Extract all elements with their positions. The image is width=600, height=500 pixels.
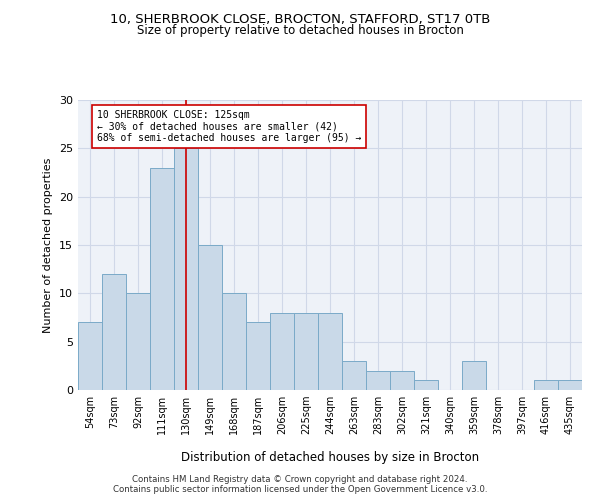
Text: Contains HM Land Registry data © Crown copyright and database right 2024.
Contai: Contains HM Land Registry data © Crown c…	[113, 474, 487, 494]
Text: Size of property relative to detached houses in Brocton: Size of property relative to detached ho…	[137, 24, 463, 37]
Bar	[534, 380, 558, 390]
Bar	[102, 274, 126, 390]
Bar	[390, 370, 414, 390]
Bar	[78, 322, 102, 390]
Bar	[294, 312, 318, 390]
Text: 10, SHERBROOK CLOSE, BROCTON, STAFFORD, ST17 0TB: 10, SHERBROOK CLOSE, BROCTON, STAFFORD, …	[110, 12, 490, 26]
Bar	[126, 294, 150, 390]
Text: Distribution of detached houses by size in Brocton: Distribution of detached houses by size …	[181, 451, 479, 464]
Text: 10 SHERBROOK CLOSE: 125sqm
← 30% of detached houses are smaller (42)
68% of semi: 10 SHERBROOK CLOSE: 125sqm ← 30% of deta…	[97, 110, 362, 143]
Y-axis label: Number of detached properties: Number of detached properties	[43, 158, 53, 332]
Bar	[198, 245, 222, 390]
Bar	[270, 312, 294, 390]
Bar	[414, 380, 438, 390]
Bar	[318, 312, 342, 390]
Bar	[222, 294, 246, 390]
Bar	[366, 370, 390, 390]
Bar	[174, 148, 198, 390]
Bar	[150, 168, 174, 390]
Bar	[558, 380, 582, 390]
Bar	[342, 361, 366, 390]
Bar	[462, 361, 486, 390]
Bar	[246, 322, 270, 390]
